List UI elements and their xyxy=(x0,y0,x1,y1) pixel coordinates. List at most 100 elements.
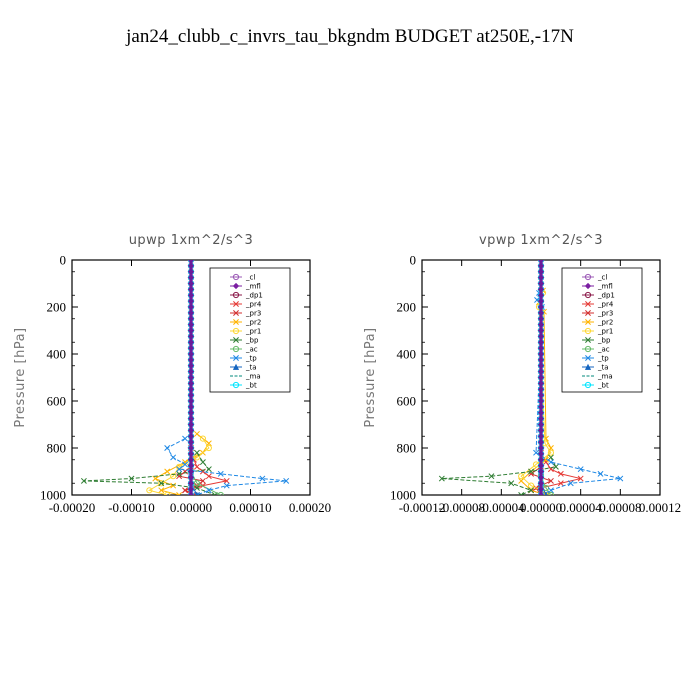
data-point xyxy=(193,463,200,470)
legend-entry: _bp xyxy=(582,337,611,345)
data-point xyxy=(187,444,195,452)
legend-marker xyxy=(585,355,591,361)
x-tick-label: 0.00012 xyxy=(639,500,681,515)
data-point xyxy=(187,280,195,287)
data-point xyxy=(537,444,545,452)
data-point xyxy=(187,260,195,264)
data-point xyxy=(537,391,545,399)
data-point xyxy=(537,462,545,469)
data-point xyxy=(544,491,548,495)
legend-label: _mfl xyxy=(597,283,613,291)
y-tick-label: 0 xyxy=(60,253,67,268)
panel-title: vpwp 1xm^2/s^3 xyxy=(479,233,603,248)
data-point xyxy=(537,421,545,428)
figure-title: jan24_clubb_c_invrs_tau_bkgndm BUDGET at… xyxy=(125,26,574,47)
series-pr1 xyxy=(146,435,212,495)
legend-marker xyxy=(584,381,592,389)
data-point xyxy=(152,475,159,482)
data-point xyxy=(537,433,545,440)
data-point xyxy=(187,274,195,281)
data-point xyxy=(187,374,195,381)
data-point xyxy=(193,449,200,456)
data-point xyxy=(187,485,195,493)
legend-entry: _ta xyxy=(230,364,257,372)
legend-label: _tp xyxy=(245,355,257,363)
legend-label: _pr4 xyxy=(245,301,262,309)
legend-entry: _ac xyxy=(582,346,610,354)
data-point xyxy=(537,297,545,305)
data-point xyxy=(164,491,171,495)
legend-label: _dp1 xyxy=(245,292,263,300)
data-point xyxy=(199,459,206,466)
data-point xyxy=(518,492,525,495)
data-point xyxy=(528,468,535,475)
legend-marker xyxy=(233,310,239,316)
x-tick-label: -0.00020 xyxy=(49,500,96,515)
data-point xyxy=(597,470,604,477)
data-point xyxy=(577,475,584,482)
data-point xyxy=(537,274,545,281)
data-point xyxy=(537,438,545,446)
panel-title: upwp 1xm^2/s^3 xyxy=(129,233,254,248)
data-point xyxy=(617,475,624,482)
legend-marker xyxy=(584,291,592,299)
data-point xyxy=(187,456,195,463)
data-point xyxy=(187,386,195,393)
data-point xyxy=(193,492,200,495)
data-point xyxy=(537,262,545,270)
legend-label: _bp xyxy=(597,337,611,345)
data-point xyxy=(259,475,266,482)
y-tick-label: 600 xyxy=(397,394,417,409)
data-point xyxy=(547,454,554,461)
data-point xyxy=(518,477,525,484)
data-point xyxy=(518,473,525,480)
data-point xyxy=(176,466,183,473)
data-point xyxy=(176,492,183,495)
data-point xyxy=(205,473,212,480)
legend-marker xyxy=(233,319,239,325)
data-point xyxy=(217,491,224,495)
data-point xyxy=(187,415,195,422)
data-point xyxy=(283,477,290,484)
data-point xyxy=(199,435,206,442)
legend-label: _pr3 xyxy=(245,310,261,318)
data-point xyxy=(537,292,545,299)
plot-area xyxy=(438,260,624,495)
legend-marker xyxy=(233,337,239,343)
y-tick-label: 200 xyxy=(397,300,417,315)
data-point xyxy=(223,482,230,489)
legend-entry: _pr1 xyxy=(582,328,613,336)
data-point xyxy=(577,466,584,473)
data-point xyxy=(537,468,545,475)
data-point xyxy=(537,415,545,422)
x-tick-label: 0.00000 xyxy=(520,500,562,515)
data-point xyxy=(567,480,574,487)
legend-label: _ta xyxy=(245,364,257,372)
data-point xyxy=(557,480,564,487)
data-point xyxy=(187,427,195,434)
x-tick-label: -0.00010 xyxy=(108,500,155,515)
data-point xyxy=(537,333,545,340)
legend-entry: _pr2 xyxy=(230,319,261,327)
legend-label: _bp xyxy=(245,337,259,345)
data-point xyxy=(547,491,555,495)
legend-entry: _pr3 xyxy=(582,310,613,318)
data-point xyxy=(537,339,545,346)
data-point xyxy=(187,433,195,440)
legend-label: _pr2 xyxy=(597,319,613,327)
legend-marker xyxy=(584,363,592,370)
data-point xyxy=(537,260,545,264)
legend-entry: _mfl xyxy=(582,283,613,291)
legend-label: _tp xyxy=(597,355,609,363)
x-tick-label: 0.00010 xyxy=(229,500,271,515)
data-point xyxy=(537,368,545,375)
legend-label: _pr1 xyxy=(245,328,261,336)
data-point xyxy=(187,421,195,428)
data-point xyxy=(182,461,189,468)
data-point xyxy=(533,449,539,456)
series-tp xyxy=(164,435,290,495)
data-point xyxy=(187,438,195,446)
data-point xyxy=(187,403,195,411)
data-point xyxy=(193,480,201,487)
data-point xyxy=(537,491,545,495)
